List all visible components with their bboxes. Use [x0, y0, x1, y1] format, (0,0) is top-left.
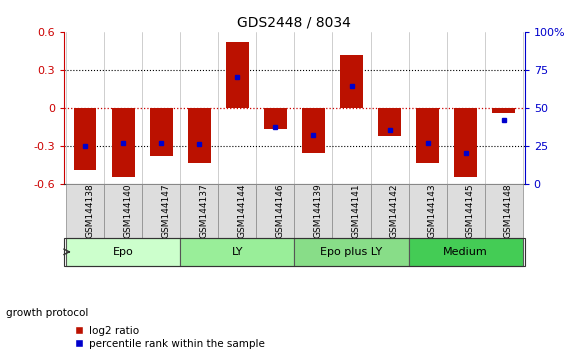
- Bar: [188, 108, 210, 163]
- Text: GSM144145: GSM144145: [466, 184, 475, 238]
- Text: growth protocol: growth protocol: [6, 308, 88, 318]
- Text: GSM144144: GSM144144: [237, 184, 247, 238]
- Bar: [340, 55, 363, 108]
- Bar: [257, 184, 294, 238]
- Bar: [73, 108, 96, 170]
- Bar: [218, 184, 257, 238]
- Text: Epo: Epo: [113, 247, 134, 257]
- Bar: [264, 108, 287, 129]
- Text: GSM144143: GSM144143: [428, 184, 437, 238]
- Bar: [142, 184, 180, 238]
- Bar: [302, 108, 325, 153]
- Bar: [447, 184, 484, 238]
- Title: GDS2448 / 8034: GDS2448 / 8034: [237, 15, 352, 29]
- Text: GSM144138: GSM144138: [85, 183, 94, 238]
- Bar: [180, 238, 294, 266]
- Text: GSM144142: GSM144142: [389, 184, 399, 238]
- Bar: [66, 238, 180, 266]
- Text: GSM144137: GSM144137: [199, 183, 208, 238]
- Bar: [332, 184, 371, 238]
- Bar: [493, 108, 515, 113]
- Bar: [416, 108, 439, 163]
- Bar: [294, 184, 332, 238]
- Text: GSM144139: GSM144139: [314, 183, 322, 238]
- Bar: [484, 184, 523, 238]
- Text: LY: LY: [231, 247, 243, 257]
- Text: GSM144141: GSM144141: [352, 184, 360, 238]
- Bar: [226, 42, 249, 108]
- Bar: [378, 108, 401, 136]
- Text: Epo plus LY: Epo plus LY: [321, 247, 382, 257]
- Text: GSM144140: GSM144140: [123, 184, 132, 238]
- Text: GSM144147: GSM144147: [161, 184, 170, 238]
- Bar: [180, 184, 218, 238]
- Bar: [66, 184, 104, 238]
- Text: GSM144146: GSM144146: [275, 184, 285, 238]
- Text: GSM144148: GSM144148: [504, 184, 513, 238]
- Bar: [294, 238, 409, 266]
- Bar: [409, 184, 447, 238]
- Bar: [112, 108, 135, 177]
- Bar: [104, 184, 142, 238]
- Text: Medium: Medium: [443, 247, 488, 257]
- Bar: [150, 108, 173, 156]
- Bar: [454, 108, 477, 177]
- Bar: [371, 184, 409, 238]
- Legend: log2 ratio, percentile rank within the sample: log2 ratio, percentile rank within the s…: [75, 326, 265, 349]
- Bar: [409, 238, 523, 266]
